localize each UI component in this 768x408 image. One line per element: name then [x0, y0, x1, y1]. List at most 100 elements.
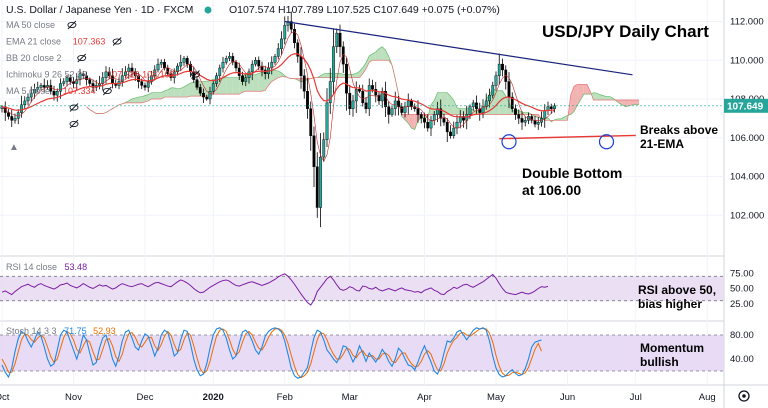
rsi-label[interactable]: RSI 14 close 53.48: [6, 262, 87, 272]
time-tick-label: Feb: [277, 392, 293, 403]
candle-body: [306, 91, 309, 109]
ichimoku-cloud-segment: [622, 99, 626, 107]
eye-slash: [69, 119, 79, 129]
ichimoku-cloud-segment: [574, 84, 578, 112]
candle: [335, 28, 339, 53]
candle-body: [13, 118, 17, 121]
last-price-badge: [724, 98, 768, 113]
indicator-legend-row[interactable]: [69, 103, 79, 112]
indicator-legend-row[interactable]: EMA 21 close 107.363: [6, 37, 122, 47]
candle-body: [107, 71, 111, 76]
candle-body: [478, 108, 482, 113]
ichimoku-cloud-segment: [141, 95, 145, 103]
candle-body: [36, 87, 40, 90]
indicator-legend-row[interactable]: MA 5 close 107.334: [6, 86, 112, 96]
ichimoku-cloud-segment: [596, 93, 600, 100]
candle-body: [273, 56, 277, 63]
ichimoku-cloud-segment: [271, 70, 275, 82]
candle: [406, 93, 410, 115]
candle-body: [205, 96, 209, 100]
annotation-rsi-line2: bias higher: [638, 297, 702, 311]
indicator-legend-row[interactable]: Ichimoku 9 26 52 26 107.226 108.109: [6, 70, 200, 80]
candle: [20, 95, 23, 118]
candle: [65, 75, 69, 87]
ichimoku-cloud-segment: [275, 70, 279, 80]
candle-body: [143, 85, 147, 88]
candle-body: [283, 25, 287, 40]
candle: [39, 82, 43, 90]
candle: [501, 58, 504, 77]
ema21-line: [1, 53, 555, 118]
candle-body: [208, 91, 212, 100]
candle: [449, 125, 452, 139]
indicator-legend-row[interactable]: BB 20 close 2: [6, 53, 87, 63]
candle: [533, 115, 537, 128]
ichimoku-cloud-segment: [509, 102, 513, 115]
indicator-legend-row[interactable]: MA 50 close: [6, 20, 77, 30]
candle: [176, 63, 179, 76]
candle: [185, 55, 189, 68]
candle: [75, 73, 79, 90]
stoch-tick-label: 80.00: [730, 330, 754, 341]
candle: [36, 81, 40, 93]
visibility-eye-icon[interactable]: [77, 53, 87, 63]
visibility-eye-icon[interactable]: [112, 37, 122, 46]
candle: [166, 64, 170, 77]
rsi-line: [1, 273, 549, 306]
ichimoku-cloud-segment: [632, 99, 636, 105]
ichimoku-cloud-segment: [148, 92, 152, 101]
candle-body: [55, 91, 59, 96]
eye-outline: [77, 54, 87, 62]
candle: [23, 96, 27, 110]
indicator-legend[interactable]: MA 50 close EMA 21 close 107.363 BB 20 clos…: [6, 20, 200, 129]
candle-body: [176, 65, 179, 73]
indicator-name: MA 5 close: [6, 86, 50, 96]
visibility-eye-icon[interactable]: [102, 86, 112, 96]
market-status-icon: [204, 6, 212, 14]
candle-body: [523, 120, 527, 123]
rsi-tick-label: 50.00: [730, 284, 754, 295]
candle-body: [85, 75, 88, 80]
annotation-stoch-line1: Momentum: [640, 341, 704, 355]
collapse-chevron-icon[interactable]: ▲: [9, 142, 19, 153]
candle-body: [309, 108, 313, 137]
stoch-label[interactable]: Stoch 14 3 3 71.75 52.93: [6, 326, 116, 336]
indicator-legend-row[interactable]: [69, 119, 79, 129]
ichimoku-cloud-segment: [323, 73, 327, 78]
candle: [494, 71, 498, 91]
candle: [276, 43, 280, 60]
candle: [309, 101, 313, 151]
visibility-eye-icon[interactable]: [191, 70, 200, 79]
visibility-eye-icon[interactable]: [69, 103, 79, 112]
ichimoku-cloud-segment: [577, 84, 581, 106]
candle-body: [429, 120, 433, 129]
candle: [198, 83, 202, 96]
visibility-eye-icon[interactable]: [69, 119, 79, 129]
candle-body: [442, 118, 446, 123]
candle-body: [406, 100, 410, 107]
indicator-name: EMA 21 close: [6, 37, 61, 47]
symbol-title[interactable]: U.S. Dollar / Japanese Yen · 1D · FXCM: [6, 4, 193, 16]
candle: [332, 28, 335, 94]
candle-body: [520, 118, 524, 123]
candle-body: [62, 81, 66, 84]
candle: [484, 93, 488, 110]
candle-body: [351, 100, 355, 109]
candle: [104, 66, 108, 84]
candle-body: [120, 75, 124, 82]
candle: [390, 105, 394, 117]
candle: [426, 114, 430, 132]
candle-body: [400, 106, 404, 113]
ma5-line: [1, 31, 555, 163]
candle: [137, 72, 140, 89]
settings-gear-icon[interactable]: [738, 390, 750, 402]
candle-body: [179, 61, 183, 67]
candle-body: [296, 42, 300, 57]
candle-body: [127, 67, 131, 73]
candle: [13, 113, 17, 124]
visibility-eye-icon[interactable]: [67, 20, 77, 30]
candle-body: [231, 56, 235, 63]
candle: [237, 62, 241, 81]
